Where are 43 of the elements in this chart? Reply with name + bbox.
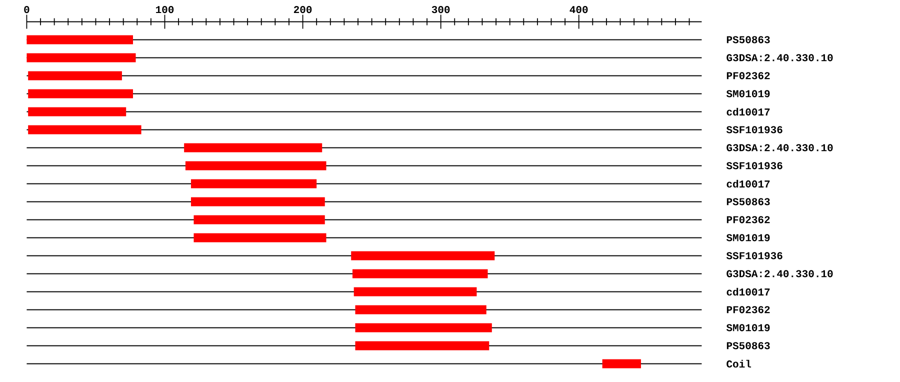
y-tick-label: PS50863 [726,36,770,44]
y-tick-label: Coil [726,360,752,368]
y-tick-label: PF02362 [726,72,770,80]
y-tick-label: G3DSA:2.40.330.10 [726,144,833,152]
bar [190,197,325,206]
x-tick-label: 200 [294,6,312,14]
bar [194,233,326,242]
y-tick-label: cd10017 [726,108,770,116]
bar [28,71,122,80]
bar [602,359,641,368]
y-tick-label: PF02362 [726,306,770,314]
y-tick-label: PS50863 [726,342,770,350]
bar [26,53,136,62]
x-tick-label: 300 [432,6,450,14]
y-tick-label: SM01019 [726,90,770,98]
y-tick-label: G3DSA:2.40.330.10 [726,270,833,278]
bar [28,89,133,98]
bar [194,215,325,224]
y-tick-label: SM01019 [726,234,770,242]
y-tick-label: SSF101936 [726,252,782,260]
y-tick-label: PS50863 [726,198,770,206]
bar [355,341,490,350]
bar [28,107,126,116]
bar [28,125,142,134]
x-tick-label: 0 [24,6,30,14]
y-tick-label: SSF101936 [726,162,782,170]
bar [355,323,492,332]
y-tick-label: G3DSA:2.40.330.10 [726,54,833,62]
bar [185,161,326,170]
x-tick-label: 400 [570,6,588,14]
y-tick-label: cd10017 [726,288,770,296]
y-tick-label: SSF101936 [726,126,782,134]
bar [352,269,488,278]
bar [355,305,486,314]
x-tick-label: 100 [156,6,174,14]
y-tick-label: PF02362 [726,216,770,224]
y-tick-label: cd10017 [726,180,770,188]
bar [354,287,477,296]
bar [26,35,133,44]
bar [190,179,317,188]
bar [351,251,495,260]
y-tick-label: SM01019 [726,324,770,332]
bar [184,143,322,152]
